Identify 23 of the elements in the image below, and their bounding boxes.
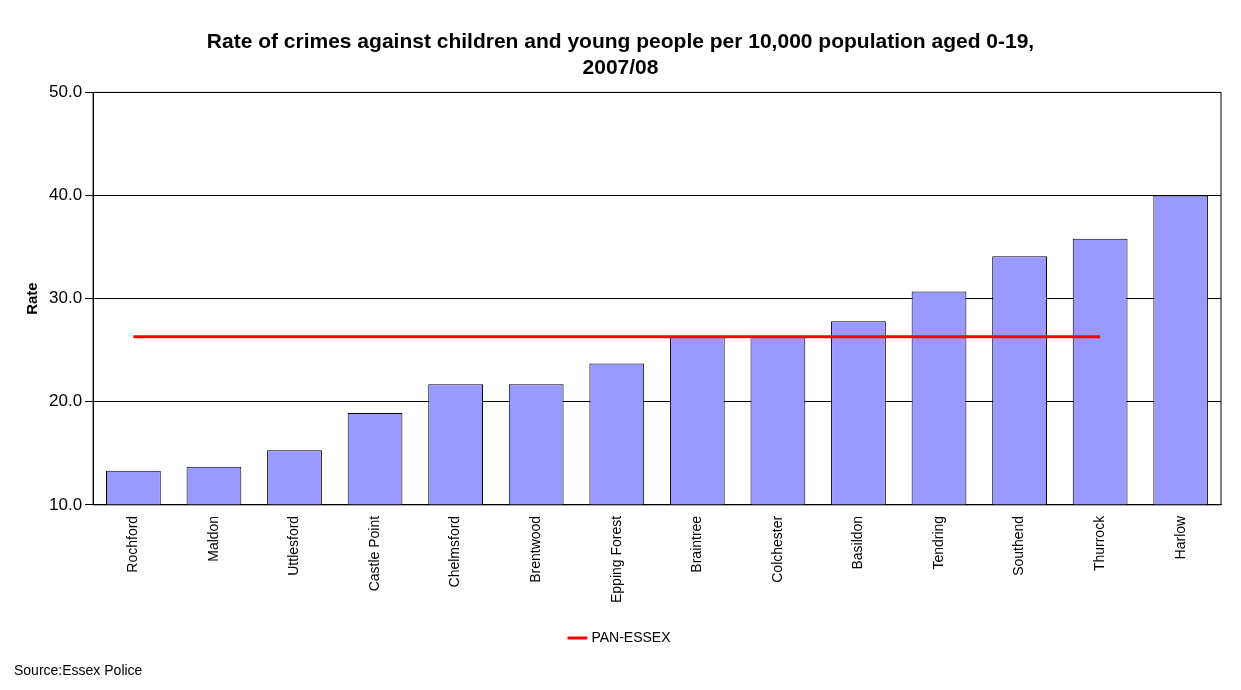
- y-tick-label: 10.0: [48, 494, 83, 514]
- x-tick-label: Colchester: [768, 515, 785, 583]
- legend-label: PAN-ESSEX: [591, 628, 672, 645]
- x-tick-label: Basildon: [849, 515, 866, 570]
- y-tick-label: 50.0: [48, 82, 83, 102]
- x-tick-label: Harlow: [1171, 514, 1188, 560]
- x-tick-label: Chelmsford: [446, 515, 463, 588]
- x-tick-label: Epping Forest: [607, 515, 624, 604]
- source-note: Source:Essex Police: [14, 662, 143, 678]
- x-tick-label: Southend: [1010, 515, 1027, 576]
- x-tick-label: Rochford: [124, 515, 141, 573]
- y-axis-title: Rate: [23, 282, 41, 315]
- x-tick-label: Tendring: [929, 515, 946, 570]
- x-tick-label: Brentwood: [527, 515, 544, 583]
- x-tick-label: Maldon: [204, 515, 221, 562]
- x-tick-label: Braintree: [688, 515, 705, 573]
- x-tick-label: Uttlesford: [285, 515, 302, 576]
- y-tick-label: 20.0: [48, 391, 83, 411]
- chart-title: Rate of crimes against children and young people per 10,000 population aged 0-19, 2007/08: [206, 29, 1035, 78]
- y-tick-label: 40.0: [48, 185, 83, 205]
- y-tick-label: 30.0: [48, 288, 83, 308]
- x-tick-label: Castle Point: [365, 515, 382, 592]
- x-tick-label: Thurrock: [1091, 514, 1108, 572]
